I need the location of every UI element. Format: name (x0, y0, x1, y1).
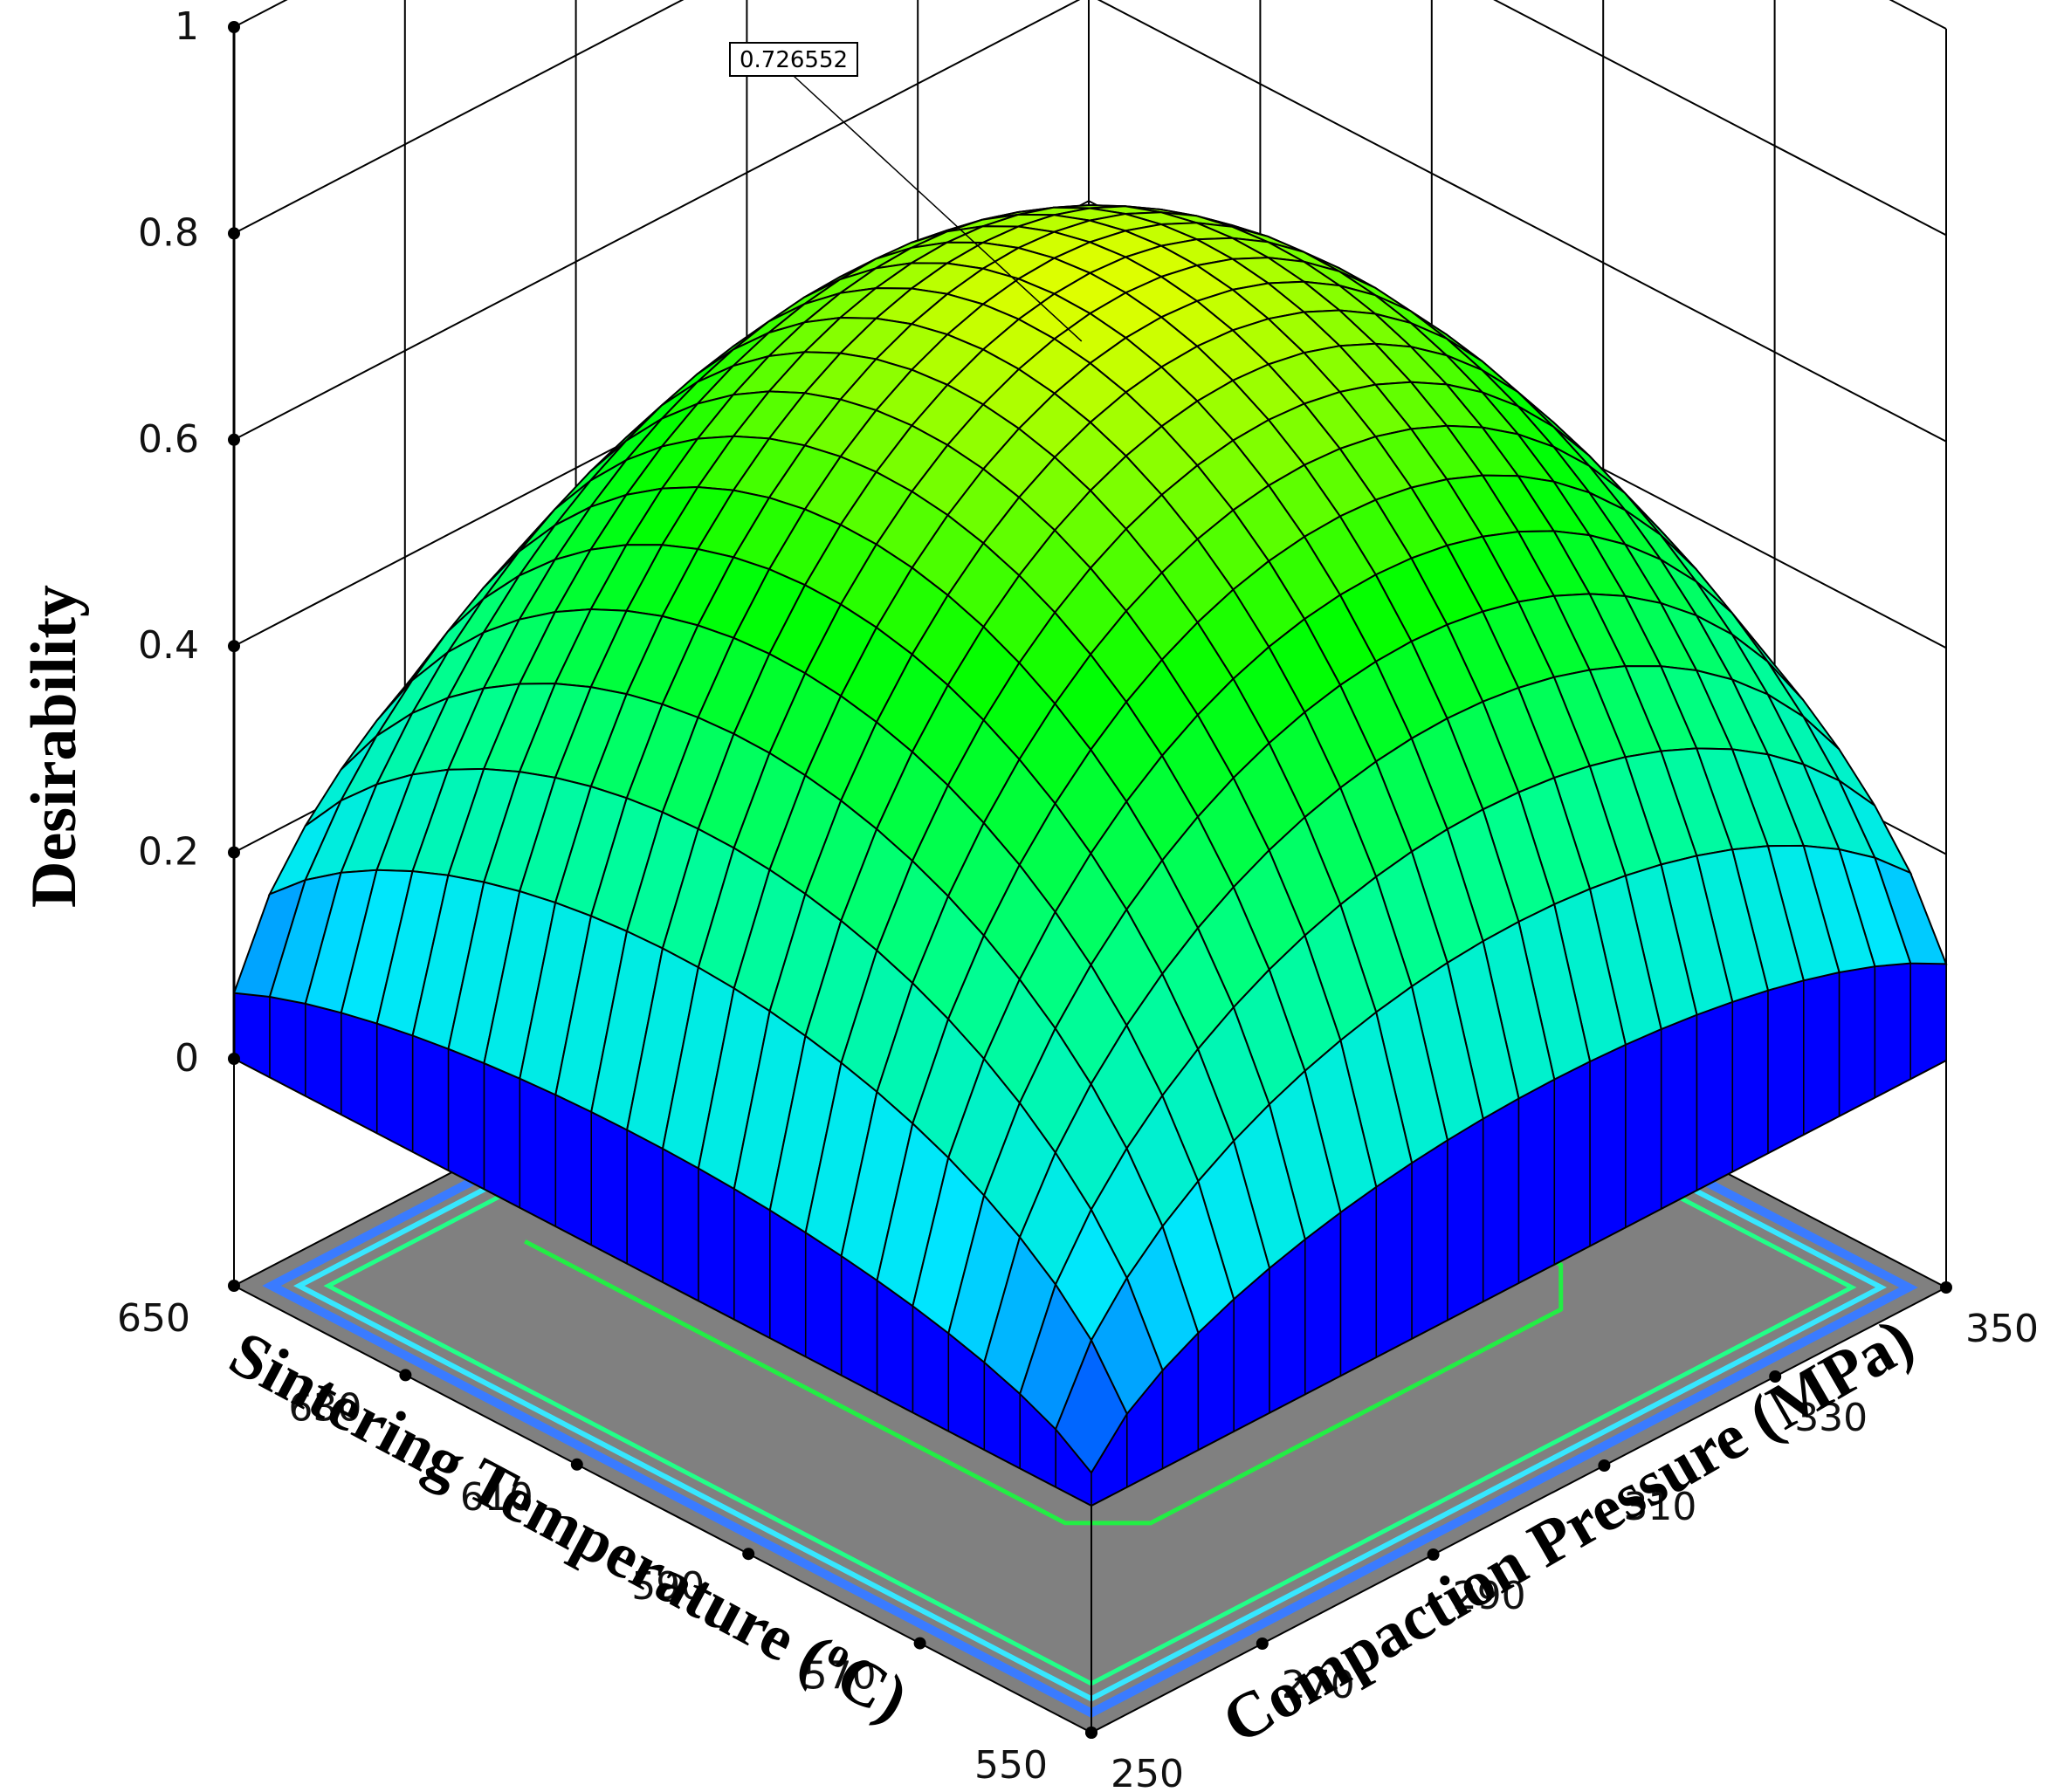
surface-wall-panel (341, 1012, 378, 1135)
surface-wall-panel (483, 1061, 521, 1209)
grid-line (233, 0, 1947, 30)
callout-leader (793, 75, 1083, 342)
surface-wall-panel (519, 1077, 557, 1228)
surface-wall-panel (1660, 1013, 1698, 1211)
front-axes (232, 27, 1947, 1733)
surface-wall-panel (769, 1209, 807, 1358)
x-tick-mark (228, 1280, 240, 1292)
surface-wall-panel (626, 1129, 664, 1284)
y-tick-mark (1256, 1638, 1269, 1650)
x-tick-label: 550 (974, 1743, 1048, 1788)
callout-value: 0.726552 (740, 47, 848, 73)
surface-wall-panel (1447, 1117, 1484, 1322)
x-tick-label: 570 (803, 1654, 877, 1699)
surface-wall-panel (1625, 1027, 1662, 1229)
y-tick-mark (1598, 1459, 1611, 1472)
y-tick-label: 270 (1282, 1663, 1355, 1707)
z-tick-mark (228, 846, 240, 859)
surface-wall-panel (1269, 1238, 1306, 1415)
y-tick-label: 250 (1111, 1752, 1184, 1792)
x-tick-mark (570, 1458, 583, 1471)
surface-wall-panel (554, 1094, 592, 1246)
surface-wall-panel (1589, 1043, 1627, 1247)
surface-wall-panel (1696, 1000, 1734, 1192)
callout-box: 0.726552 (729, 42, 858, 77)
axis-ticks: 0 0.2 0.4 0.6 0.8 1 650 630 610 590 570 550 250 270 29… (117, 4, 2039, 1792)
z-tick-label: 0 (175, 1036, 199, 1081)
surface-wall-panel (1411, 1138, 1448, 1341)
grid-line (233, 0, 1947, 443)
surface-wall-panel (804, 1231, 843, 1377)
z-tick-mark (228, 1053, 240, 1065)
surface-wall-panel (1767, 979, 1805, 1155)
surface-wall-panel (662, 1147, 699, 1302)
surface-wall-panel (1339, 1185, 1378, 1377)
y-tick-mark (1427, 1548, 1440, 1561)
surface-wall-panel (1517, 1078, 1556, 1285)
x-tick-mark (913, 1637, 926, 1650)
surface-wall-panel (447, 1047, 485, 1191)
x-tick-mark (399, 1369, 412, 1382)
z-tick-mark (228, 227, 240, 240)
surface-wall-panel (411, 1034, 450, 1172)
y-tick-label: 310 (1623, 1485, 1696, 1529)
x-tick-mark (742, 1548, 755, 1561)
surface-wall-panel (590, 1110, 628, 1265)
surface-wall-panel (1482, 1097, 1520, 1303)
x-tick-label: 650 (117, 1296, 190, 1341)
surface-wall-panel (698, 1167, 735, 1321)
z-tick-label: 0.4 (138, 623, 199, 668)
surface-wall-panel (375, 1022, 414, 1153)
z-axis-title: Desirability (18, 585, 90, 908)
x-tick-label: 590 (631, 1564, 705, 1609)
z-tick-label: 0.6 (138, 417, 199, 462)
y-tick-mark (1769, 1370, 1782, 1383)
z-tick-mark (228, 640, 240, 653)
z-tick-label: 1 (175, 4, 199, 49)
surface-cell (1054, 1337, 1128, 1474)
surface-wall-panel (1375, 1161, 1413, 1359)
surface-wall-panel (1803, 972, 1841, 1136)
grid-line (233, 0, 1947, 237)
y-tick-label: 330 (1794, 1396, 1868, 1440)
z-tick-label: 0.8 (138, 210, 199, 255)
response-surface (232, 203, 1948, 1474)
z0-edge-line (1091, 1060, 1947, 1507)
surface-wall-panel (1731, 989, 1769, 1173)
surface-wall-panel (1909, 962, 1947, 1081)
y-tick-mark (1085, 1727, 1097, 1739)
x-tick-label: 630 (288, 1385, 361, 1430)
y-tick-mark (1940, 1281, 1952, 1294)
x-tick-label: 610 (460, 1475, 533, 1520)
y-tick-label: 350 (1965, 1307, 2039, 1351)
z-tick-mark (228, 433, 240, 446)
surface-wall-panel (1304, 1211, 1342, 1396)
z0-edge-line (233, 1058, 1092, 1507)
y-tick-label: 290 (1453, 1574, 1526, 1618)
z-tick-label: 0.2 (138, 830, 199, 875)
surface-wall-panel (1553, 1060, 1591, 1267)
surface-wall-panel (1838, 965, 1876, 1118)
surface-wall-panel (1874, 962, 1911, 1099)
surface-wall-panel (733, 1187, 771, 1340)
z-tick-mark (228, 21, 240, 33)
surface-wall-panel (233, 992, 271, 1079)
